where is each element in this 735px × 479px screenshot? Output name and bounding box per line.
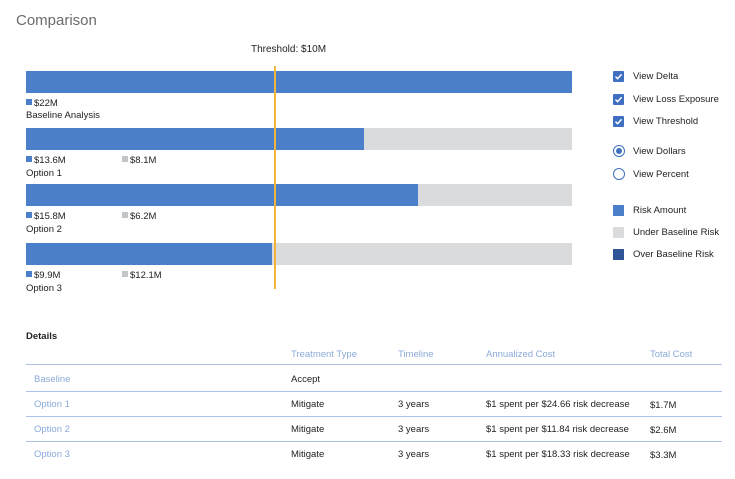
radio-selected-icon [613, 145, 625, 157]
bar-risk-option-3 [26, 243, 272, 265]
legend-swatch [613, 205, 624, 216]
total-cost-cell: $2.6M [650, 425, 677, 436]
view-threshold-checkbox[interactable]: View Threshold [613, 116, 698, 127]
header-timeline[interactable]: Timeline [398, 349, 434, 360]
legend-under-baseline-risk: Under Baseline Risk [613, 227, 719, 238]
annualized-cost-cell: $1 spent per $11.84 risk decrease [486, 424, 629, 435]
radio-unselected-icon [613, 168, 625, 180]
risk-swatch [26, 156, 32, 163]
checkbox-label: View Delta [633, 71, 679, 82]
risk-swatch [26, 271, 32, 278]
checkbox-label: View Loss Exposure [633, 94, 719, 105]
bar-track-option-3 [26, 243, 572, 265]
row-link-option-1[interactable]: Option 1 [34, 399, 70, 410]
checkmark-icon [613, 71, 624, 82]
threshold-label: Threshold: $10M [251, 44, 327, 55]
row-link-option-3[interactable]: Option 3 [34, 449, 70, 460]
treatment-cell: Mitigate [291, 424, 325, 435]
under-swatch [122, 212, 128, 219]
radio-label: View Percent [633, 168, 689, 180]
under-value: $6.2M [130, 211, 157, 222]
checkbox-label: View Threshold [633, 116, 699, 127]
divider [26, 364, 722, 365]
bar-values-baseline: $22M [26, 98, 58, 109]
risk-value: $9.9M [34, 270, 61, 281]
bar-label-option-3: Option 3 [26, 283, 62, 294]
bar-label-option-1: Option 1 [26, 168, 62, 179]
legend-label: Under Baseline Risk [633, 227, 720, 238]
timeline-cell: 3 years [398, 449, 430, 460]
legend-over-baseline-risk: Over Baseline Risk [613, 249, 714, 260]
row-link-option-2[interactable]: Option 2 [34, 424, 70, 435]
bar-track-option-2 [26, 184, 572, 206]
risk-swatch [26, 212, 32, 219]
under-swatch [122, 271, 128, 278]
risk-value: $22M [34, 98, 58, 109]
threshold-line [274, 66, 277, 289]
row-link-baseline[interactable]: Baseline [34, 374, 71, 385]
checkmark-icon [613, 116, 624, 127]
radio-label: View Dollars [633, 145, 686, 157]
under-value: $8.1M [130, 155, 157, 166]
timeline-cell: 3 years [398, 399, 430, 410]
treatment-cell: Mitigate [291, 399, 325, 410]
header-annualized-cost[interactable]: Annualized Cost [486, 349, 556, 360]
treatment-cell: Accept [291, 374, 321, 385]
annualized-cost-cell: $1 spent per $18.33 risk decrease [486, 449, 630, 460]
risk-swatch [26, 99, 32, 106]
page-title: Comparison [16, 12, 97, 29]
risk-value: $13.6M [34, 155, 66, 166]
bar-values-option-2: $15.8M $6.2M [26, 211, 226, 222]
legend-swatch [613, 249, 624, 260]
details-title: Details [26, 331, 58, 342]
view-delta-checkbox[interactable]: View Delta [613, 71, 678, 82]
bar-label-baseline: Baseline Analysis [26, 110, 100, 121]
bar-values-option-3: $9.9M $12.1M [26, 270, 226, 281]
legend-risk-amount: Risk Amount [613, 205, 686, 216]
legend-swatch [613, 227, 624, 238]
annualized-cost-cell: $1 spent per $24.66 risk decrease [486, 399, 630, 410]
bar-track-option-1 [26, 128, 572, 150]
header-treatment-type[interactable]: Treatment Type [291, 349, 358, 360]
divider [26, 391, 722, 392]
bar-risk-option-2 [26, 184, 419, 206]
bar-track-baseline [26, 71, 572, 93]
total-cost-cell: $3.3M [650, 450, 677, 461]
checkmark-icon [613, 94, 624, 105]
header-total-cost[interactable]: Total Cost [650, 349, 693, 360]
timeline-cell: 3 years [398, 424, 430, 435]
legend-label: Risk Amount [633, 205, 687, 216]
total-cost-cell: $1.7M [650, 400, 677, 411]
bar-values-option-1: $13.6M $8.1M [26, 155, 226, 166]
view-percent-radio[interactable]: View Percent [613, 168, 689, 180]
bar-risk-option-1 [26, 128, 364, 150]
under-value: $12.1M [130, 270, 162, 281]
bar-label-option-2: Option 2 [26, 224, 62, 235]
under-swatch [122, 156, 128, 163]
treatment-cell: Mitigate [291, 449, 325, 460]
divider [26, 416, 722, 417]
view-loss-exposure-checkbox[interactable]: View Loss Exposure [613, 94, 719, 105]
view-dollars-radio[interactable]: View Dollars [613, 145, 686, 157]
legend-label: Over Baseline Risk [633, 249, 714, 260]
divider [26, 441, 722, 442]
risk-value: $15.8M [34, 211, 66, 222]
bar-risk-baseline [26, 71, 572, 93]
